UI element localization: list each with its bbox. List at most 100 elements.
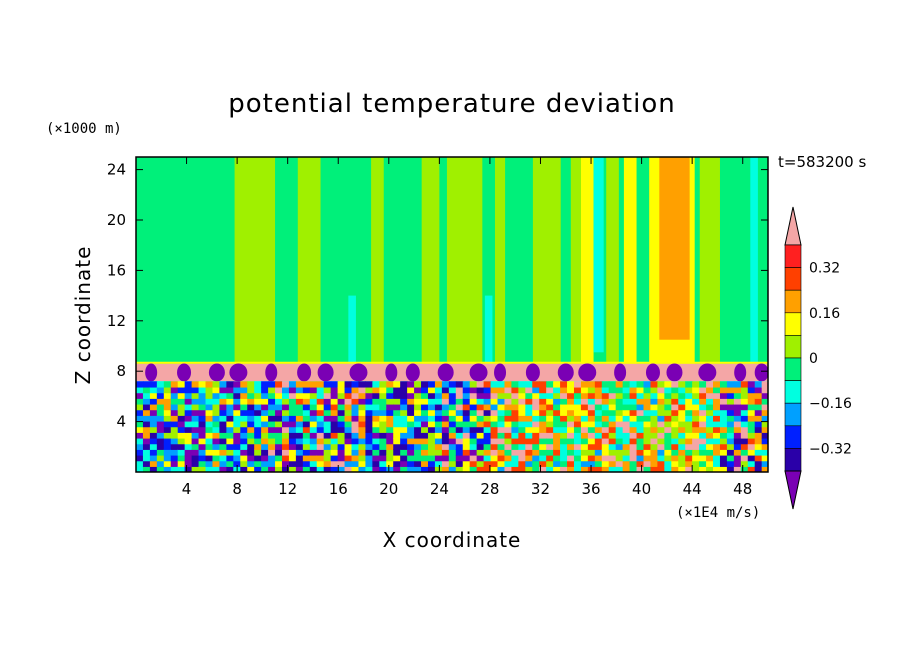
turbulence-cell bbox=[462, 426, 471, 433]
turbulence-cell bbox=[546, 420, 554, 428]
turbulence-cell bbox=[288, 454, 297, 462]
colorbar-underflow-triangle bbox=[784, 470, 802, 510]
turbulence-cell bbox=[212, 437, 221, 445]
turbulence-cell bbox=[407, 386, 415, 394]
turbulence-cell bbox=[587, 449, 596, 456]
turbulence-cell bbox=[198, 432, 207, 439]
turbulence-cell bbox=[386, 449, 394, 456]
turbulence-cell bbox=[372, 466, 380, 472]
turbulence-cell bbox=[622, 443, 631, 450]
turbulence-cell bbox=[149, 437, 158, 445]
turbulence-cell bbox=[719, 460, 728, 467]
turbulence-cell bbox=[629, 454, 638, 462]
turbulence-cell bbox=[142, 426, 151, 433]
turbulence-cell bbox=[288, 398, 297, 405]
turbulence-cell bbox=[504, 403, 513, 411]
turbulence-cell bbox=[226, 386, 234, 394]
turbulence-cell bbox=[504, 420, 513, 428]
turbulence-cell bbox=[302, 432, 311, 439]
turbulence-cell bbox=[699, 398, 707, 405]
turbulence-cell bbox=[351, 443, 360, 450]
turbulence-cell bbox=[393, 454, 401, 462]
tropopause-blob bbox=[666, 363, 683, 382]
turbulence-cell bbox=[455, 443, 464, 450]
turbulence-cell bbox=[567, 426, 575, 433]
turbulence-cell bbox=[386, 398, 394, 405]
turbulence-cell bbox=[170, 415, 179, 422]
turbulence-cell bbox=[288, 466, 297, 472]
turbulence-cell bbox=[664, 415, 672, 422]
turbulence-cell bbox=[692, 409, 700, 416]
turbulence-cell bbox=[622, 392, 631, 399]
turbulence-cell bbox=[351, 403, 360, 411]
turbulence-cell bbox=[414, 409, 422, 416]
turbulence-cell bbox=[740, 437, 749, 445]
turbulence-cell bbox=[532, 432, 540, 439]
turbulence-cell bbox=[136, 403, 144, 411]
turbulence-cell bbox=[337, 386, 346, 394]
turbulence-cell bbox=[254, 466, 262, 472]
turbulence-cell bbox=[636, 466, 645, 472]
turbulence-cell bbox=[608, 409, 617, 416]
turbulence-cell bbox=[309, 432, 318, 439]
turbulence-cell bbox=[511, 403, 519, 411]
turbulence-cell bbox=[678, 398, 686, 405]
turbulence-cell bbox=[532, 443, 540, 450]
turbulence-cell bbox=[261, 403, 269, 411]
turbulence-cell bbox=[483, 386, 492, 394]
turbulence-cell bbox=[504, 381, 513, 388]
turbulence-cell bbox=[323, 460, 332, 467]
turbulence-cell bbox=[358, 409, 367, 416]
turbulence-cell bbox=[560, 432, 568, 439]
turbulence-cell bbox=[205, 449, 214, 456]
turbulence-cell bbox=[156, 403, 165, 411]
turbulence-cell bbox=[302, 443, 311, 450]
turbulence-cell bbox=[733, 420, 742, 428]
turbulence-cell bbox=[386, 432, 394, 439]
turbulence-cell bbox=[351, 398, 360, 405]
turbulence-cell bbox=[302, 409, 311, 416]
turbulence-cell bbox=[685, 381, 693, 388]
turbulence-cell bbox=[247, 426, 255, 433]
turbulence-cell bbox=[532, 403, 540, 411]
turbulence-cell bbox=[560, 381, 568, 388]
turbulence-cell bbox=[205, 409, 214, 416]
turbulence-cell bbox=[247, 381, 255, 388]
turbulence-cell bbox=[567, 398, 575, 405]
turbulence-cell bbox=[525, 398, 533, 405]
turbulence-cell bbox=[622, 386, 631, 394]
turbulence-cell bbox=[525, 449, 533, 456]
turbulence-cell bbox=[379, 443, 387, 450]
turbulence-cell bbox=[156, 432, 165, 439]
upper-cool-streak bbox=[484, 295, 493, 365]
turbulence-cell bbox=[573, 409, 582, 416]
turbulence-cell bbox=[497, 398, 506, 405]
turbulence-cell bbox=[427, 398, 436, 405]
turbulence-cell bbox=[351, 426, 360, 433]
turbulence-cell bbox=[191, 392, 200, 399]
turbulence-cell bbox=[198, 381, 207, 388]
turbulence-cell bbox=[288, 409, 297, 416]
turbulence-cell bbox=[706, 403, 714, 411]
turbulence-cell bbox=[490, 420, 499, 428]
turbulence-cell bbox=[678, 449, 686, 456]
turbulence-cell bbox=[163, 403, 172, 411]
turbulence-cell bbox=[407, 466, 415, 472]
turbulence-cell bbox=[539, 381, 547, 388]
turbulence-cell bbox=[212, 403, 221, 411]
turbulence-cell bbox=[719, 409, 728, 416]
turbulence-cell bbox=[726, 386, 735, 394]
turbulence-cell bbox=[699, 409, 707, 416]
turbulence-cell bbox=[692, 443, 700, 450]
turbulence-cell bbox=[511, 426, 519, 433]
turbulence-cell bbox=[323, 449, 332, 456]
turbulence-cell bbox=[699, 460, 707, 467]
turbulence-cell bbox=[233, 409, 241, 416]
turbulence-cell bbox=[254, 381, 262, 388]
turbulence-cell bbox=[226, 403, 234, 411]
turbulence-cell bbox=[268, 432, 276, 439]
turbulence-cell bbox=[295, 437, 304, 445]
turbulence-cell bbox=[539, 460, 547, 467]
turbulence-cell bbox=[587, 454, 596, 462]
turbulence-cell bbox=[455, 398, 464, 405]
